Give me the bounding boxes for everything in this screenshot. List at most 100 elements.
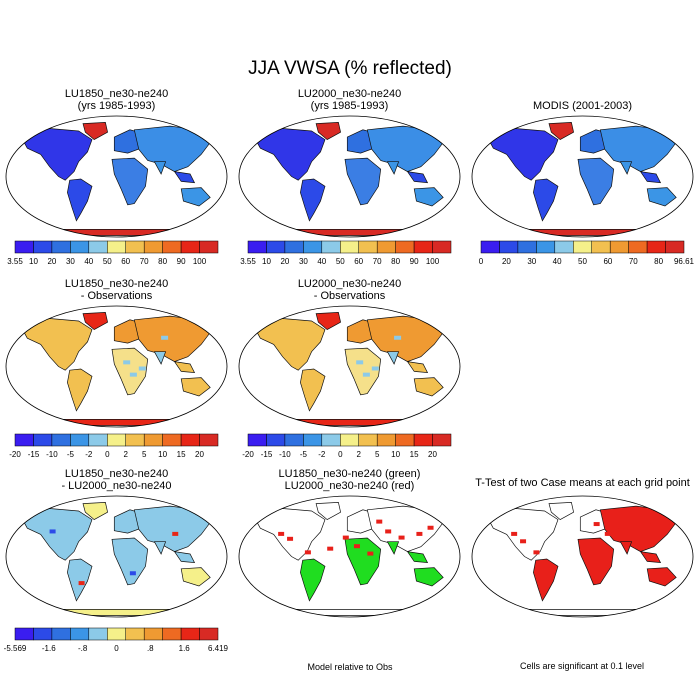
region-asia-p4 xyxy=(133,315,213,362)
note-model-relative-to-obs: Model relative to Obs xyxy=(307,662,393,672)
panel-title-p1-line-0: LU1850_ne30-ne240 xyxy=(65,88,168,100)
region-australia-p2 xyxy=(413,187,444,207)
colorbar-diff1-label-5: 0 xyxy=(105,450,110,459)
land-p1 xyxy=(20,122,213,236)
region-seasia-p7 xyxy=(173,551,196,564)
colorbar-diff1-label-3: -5 xyxy=(67,450,75,459)
panel-title-p2-line-0: LU2000_ne30-ne240 xyxy=(298,88,401,100)
case-cell-p7-2 xyxy=(129,571,136,576)
region-samerica-p8 xyxy=(300,558,326,602)
note-ttest-significance: Cells are significant at 0.1 level xyxy=(520,661,644,671)
colorbar-diff1-label-8: 10 xyxy=(158,450,167,459)
region-africa-p2 xyxy=(344,157,382,206)
panel-title-p8-line-1: LU2000_ne30-ne240 (red) xyxy=(285,480,415,492)
land-p5 xyxy=(253,312,446,426)
colorbar-diff2-label-8: 10 xyxy=(391,450,400,459)
colorbar-abs1-swatch-2 xyxy=(51,240,71,254)
region-samerica-p1 xyxy=(67,178,93,222)
colorbar-diff2-swatch-2 xyxy=(284,433,304,447)
colorbar-abs3-swatch-8 xyxy=(628,240,648,254)
region-asia-p7 xyxy=(133,505,213,552)
colorbar-abs3-swatch-4 xyxy=(554,240,574,254)
sig-cell-p8-3 xyxy=(367,551,374,556)
colorbar-case-swatch-6 xyxy=(125,627,145,641)
colorbar-abs3-swatch-3 xyxy=(536,240,556,254)
colorbar-case-swatch-7 xyxy=(143,627,163,641)
sig-cell-p9-6 xyxy=(627,534,634,539)
colorbar-abs1-swatch-9 xyxy=(180,240,200,254)
map-frame-p7 xyxy=(5,495,228,618)
colorbar-abs2-label-10: 100 xyxy=(426,257,440,266)
sig-cell-p9-0 xyxy=(511,531,518,536)
anom-cell-p4-1 xyxy=(138,366,146,371)
sig-cell-p9-9 xyxy=(604,531,611,536)
region-asia-p5 xyxy=(366,315,446,362)
sig-cell-p9-7 xyxy=(533,550,540,555)
colorbar-case: -5.569 -1.6 -.8 0 .8 1.6 6.419 xyxy=(4,627,229,653)
case-cell-p7-1 xyxy=(78,581,85,586)
map-frame-p3 xyxy=(471,115,694,238)
sig-cell-p8-9 xyxy=(342,535,349,540)
land-p4 xyxy=(20,312,213,426)
region-africa-p7 xyxy=(111,537,149,586)
colorbar-diff1-swatch-5 xyxy=(107,433,127,447)
sig-cell-p8-2 xyxy=(353,544,360,549)
colorbar-case-label-4: .8 xyxy=(147,644,154,653)
colorbar-diff2-label-9: 15 xyxy=(410,450,419,459)
region-india-p9 xyxy=(619,541,633,555)
colorbar-case-swatch-5 xyxy=(107,627,127,641)
colorbar-abs2-swatch-9 xyxy=(413,240,433,254)
panel-title-p7-line-0: LU1850_ne30-ne240 xyxy=(65,468,168,480)
colorbar-abs2-label-1: 10 xyxy=(262,257,271,266)
colorbar-diff1-label-0: -20 xyxy=(9,450,21,459)
colorbar-abs2-label-8: 80 xyxy=(391,257,400,266)
region-africa-p4 xyxy=(111,347,149,396)
colorbar-abs2-swatch-1 xyxy=(266,240,286,254)
colorbar-diff2-swatch-9 xyxy=(413,433,433,447)
region-antarctica-p7 xyxy=(26,609,207,616)
region-namerica-p7 xyxy=(20,508,93,561)
colorbar-abs1-swatch-7 xyxy=(143,240,163,254)
colorbar-abs1-swatch-4 xyxy=(88,240,108,254)
colorbar-case-swatch-3 xyxy=(70,627,90,641)
colorbar-abs2-label-6: 60 xyxy=(354,257,363,266)
colorbar-abs3-label-2: 30 xyxy=(527,257,536,266)
colorbar-case-swatch-4 xyxy=(88,627,108,641)
region-antarctica-p8 xyxy=(259,609,440,616)
colorbar-abs1-swatch-0 xyxy=(14,240,34,254)
region-india-p8 xyxy=(386,541,400,555)
region-greenland-p5 xyxy=(315,312,341,331)
colorbar-diff1-swatch-9 xyxy=(180,433,200,447)
colorbar-diff1-label-6: 2 xyxy=(123,450,128,459)
region-greenland-p3 xyxy=(548,122,574,141)
region-asia-p1 xyxy=(133,125,213,172)
map-frame-p4 xyxy=(5,305,228,428)
colorbar-abs1-label-6: 60 xyxy=(121,257,130,266)
map-panel-p7: LU1850_ne30-ne240- LU2000_ne30-ne240 xyxy=(5,468,228,618)
map-frame-p9 xyxy=(471,495,694,618)
panel-title-p9-line-0: T-Test of two Case means at each grid po… xyxy=(475,477,690,489)
sig-cell-p8-11 xyxy=(327,546,334,551)
colorbar-abs2-swatch-6 xyxy=(358,240,378,254)
colorbar-diff2: -20 -15 -10 -5 -2 0 2 5 10 15 20 xyxy=(242,433,452,459)
region-greenland-p2 xyxy=(315,122,341,141)
colorbar-case-label-6: 6.419 xyxy=(208,644,229,653)
colorbar-case-swatch-1 xyxy=(33,627,53,641)
region-greenland-p8 xyxy=(315,502,341,521)
panel-title-p4-line-0: LU1850_ne30-ne240 xyxy=(65,278,168,290)
anom-cell-p4-3 xyxy=(161,335,169,340)
panel-title-p4-line-1: - Observations xyxy=(81,290,153,302)
region-samerica-p3 xyxy=(533,178,559,222)
region-seasia-p2 xyxy=(406,171,429,184)
colorbar-abs2-label-7: 70 xyxy=(373,257,382,266)
region-antarctica-p9 xyxy=(492,609,673,616)
sig-cell-p9-2 xyxy=(593,522,600,527)
region-samerica-p5 xyxy=(300,368,326,412)
colorbar-case-label-0: -5.569 xyxy=(4,644,27,653)
colorbar-diff1-swatch-8 xyxy=(162,433,182,447)
colorbar-diff2-label-10: 20 xyxy=(428,450,437,459)
colorbar-abs1: 3.55 10 20 30 40 50 60 70 80 90 100 xyxy=(7,240,219,266)
map-panel-p4: LU1850_ne30-ne240- Observations xyxy=(5,278,228,428)
region-india-p3 xyxy=(619,161,633,175)
